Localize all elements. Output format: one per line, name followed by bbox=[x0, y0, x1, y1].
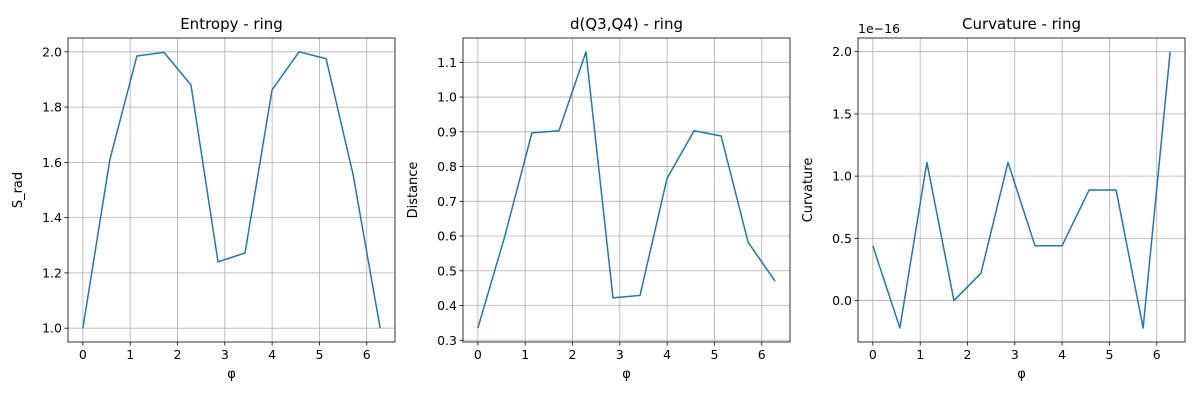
y-tick-label: 1.4 bbox=[42, 210, 62, 225]
y-axis-label: Distance bbox=[406, 162, 421, 219]
axes-frame bbox=[857, 37, 1186, 343]
y-tick-label: 0.9 bbox=[437, 124, 457, 139]
x-tick-label: 3 bbox=[1011, 347, 1019, 362]
x-axis-label: φ bbox=[1017, 367, 1026, 382]
x-tick-label: 2 bbox=[174, 347, 182, 362]
x-tick-label: 0 bbox=[474, 347, 482, 362]
x-tick-label: 6 bbox=[363, 347, 371, 362]
y-tick-label: 0.4 bbox=[437, 298, 457, 313]
y-tick-label: 0.5 bbox=[437, 263, 457, 278]
series-line-1 bbox=[872, 51, 1171, 329]
x-tick-label: 4 bbox=[268, 347, 276, 362]
x-tick-label: 1 bbox=[126, 347, 134, 362]
x-tick-label: 0 bbox=[79, 347, 87, 362]
x-tick-label: 5 bbox=[315, 347, 323, 362]
x-tick-label: 3 bbox=[616, 347, 624, 362]
y-tick-label: 1.6 bbox=[42, 155, 62, 170]
x-tick-label: 3 bbox=[221, 347, 229, 362]
series-line-1 bbox=[477, 51, 776, 329]
y-tick-label: 1.2 bbox=[42, 265, 62, 280]
y-tick-label: 2.0 bbox=[832, 44, 852, 59]
y-tick-label: 0.5 bbox=[832, 231, 852, 246]
chart-title: d(Q3,Q4) - ring bbox=[570, 15, 683, 33]
subplot-2: 0 1 2 3 4 5 6 0.3 0.4 0.5 0.6 0.7 0.8 0.9 1.0 1.1 d(Q3,Q… bbox=[406, 15, 791, 382]
x-tick-label: 5 bbox=[710, 347, 718, 362]
x-tick-label: 0 bbox=[869, 347, 877, 362]
x-axis-label: φ bbox=[622, 367, 631, 382]
y-tick-label: 0.7 bbox=[437, 194, 457, 209]
x-tick-label: 5 bbox=[1105, 347, 1113, 362]
axes-frame bbox=[462, 37, 791, 343]
x-tick-label: 1 bbox=[916, 347, 924, 362]
y-tick-label: 1.0 bbox=[437, 90, 457, 105]
subplot-1: 0 1 2 3 4 5 6 1.0 1.2 1.4 1.6 1.8 2.0 Entropy - ring φ… bbox=[11, 15, 396, 382]
y-axis-label: Curvature bbox=[801, 158, 816, 223]
chart-title: Entropy - ring bbox=[180, 15, 283, 33]
y-tick-label: 1.1 bbox=[437, 55, 457, 70]
axes-frame bbox=[67, 37, 396, 343]
y-tick-label: 2.0 bbox=[42, 44, 62, 59]
y-tick-label: 0.6 bbox=[437, 229, 457, 244]
y-axis-label: S_rad bbox=[11, 172, 26, 208]
series-line-1 bbox=[82, 51, 381, 329]
x-tick-label: 6 bbox=[1153, 347, 1161, 362]
x-tick-label: 2 bbox=[569, 347, 577, 362]
x-tick-label: 4 bbox=[1058, 347, 1066, 362]
y-tick-label: 1.0 bbox=[42, 321, 62, 336]
x-tick-label: 1 bbox=[521, 347, 529, 362]
y-tick-label: 1.0 bbox=[832, 169, 852, 184]
x-tick-label: 4 bbox=[663, 347, 671, 362]
x-tick-label: 6 bbox=[758, 347, 766, 362]
y-tick-label: 0.0 bbox=[832, 293, 852, 308]
subplot-3: 0 1 2 3 4 5 6 0.0 0.5 1.0 1.5 2.0 Curvature - ring φ C… bbox=[801, 15, 1186, 382]
x-tick-label: 2 bbox=[964, 347, 972, 362]
chart-title: Curvature - ring bbox=[962, 15, 1081, 33]
x-axis-label: φ bbox=[227, 367, 236, 382]
y-tick-label: 0.3 bbox=[437, 333, 457, 348]
y-tick-label: 1.5 bbox=[832, 106, 852, 121]
y-tick-label: 1.8 bbox=[42, 100, 62, 115]
y-tick-label: 0.8 bbox=[437, 159, 457, 174]
y-offset-label: 1e−16 bbox=[858, 21, 900, 36]
